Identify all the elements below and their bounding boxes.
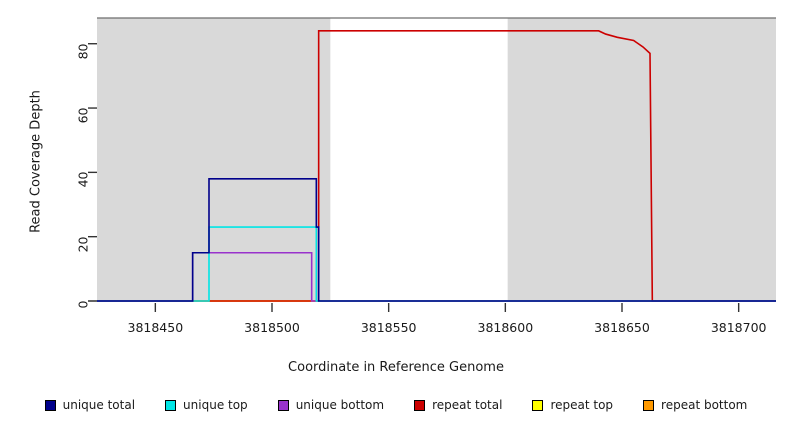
- chart-legend: unique total unique top unique bottom repea…: [0, 398, 792, 412]
- shaded-region: [507, 18, 776, 301]
- series-line-unique-total: [97, 178, 776, 302]
- legend-item[interactable]: repeat top: [532, 398, 613, 412]
- y-axis-title: Read Coverage Depth: [28, 90, 44, 233]
- legend-swatch-icon: [532, 399, 544, 411]
- x-tick-label: 3818650: [594, 320, 650, 335]
- legend-label: repeat top: [550, 398, 614, 412]
- legend-swatch-icon: [643, 399, 655, 411]
- legend-item[interactable]: unique top: [165, 398, 248, 412]
- legend-label: repeat total: [432, 398, 503, 412]
- legend-swatch-icon: [44, 399, 56, 411]
- legend-item[interactable]: unique bottom: [277, 398, 385, 412]
- y-tick-label: 60: [75, 107, 91, 124]
- x-tick-label: 3818550: [360, 320, 417, 335]
- legend-item[interactable]: repeat bottom: [643, 398, 747, 412]
- y-tick-label: 20: [75, 236, 91, 253]
- legend-swatch-icon: [165, 399, 177, 411]
- shaded-region: [97, 18, 331, 301]
- y-tick-label: 0: [75, 300, 91, 309]
- legend-item[interactable]: unique total: [44, 398, 136, 412]
- y-tick-label: 80: [75, 43, 91, 60]
- x-tick-label: 3818600: [477, 320, 534, 335]
- y-tick-label: 40: [75, 171, 91, 188]
- x-tick-label: 3818700: [710, 320, 767, 335]
- legend-swatch-icon: [277, 399, 289, 411]
- legend-label: unique top: [183, 398, 248, 412]
- legend-label: unique bottom: [295, 398, 385, 412]
- x-axis-title: Coordinate in Reference Genome: [288, 360, 504, 375]
- series-line-repeat-total: [97, 30, 776, 302]
- x-tick-label: 3818450: [127, 320, 184, 335]
- legend-swatch-icon: [414, 399, 426, 411]
- legend-label: unique total: [62, 398, 136, 412]
- x-tick-label: 3818500: [244, 320, 300, 335]
- legend-item[interactable]: repeat total: [414, 398, 502, 412]
- legend-label: repeat bottom: [661, 398, 748, 412]
